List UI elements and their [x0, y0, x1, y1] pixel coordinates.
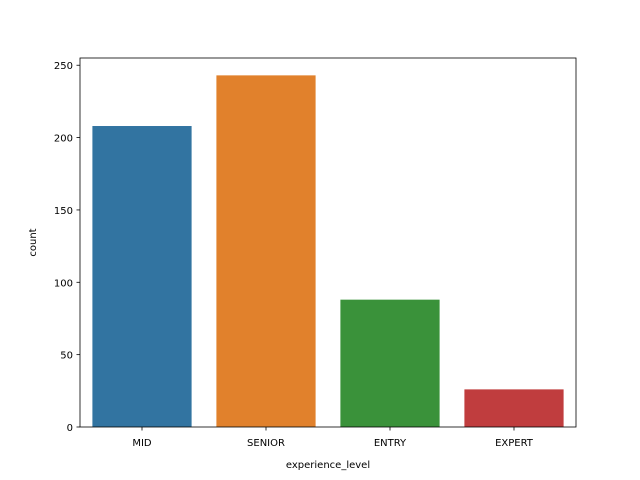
bar-mid	[92, 126, 192, 427]
x-tick-label: MID	[132, 438, 152, 449]
x-tick-label: EXPERT	[495, 438, 534, 449]
y-axis-ticks: 0 50 100 150 200 250	[54, 61, 80, 434]
x-axis-label: experience_level	[286, 460, 370, 471]
y-tick-label: 200	[54, 134, 73, 145]
x-tick-label: SENIOR	[247, 438, 285, 449]
plot-frame	[79, 57, 577, 428]
y-tick-label: 0	[67, 423, 73, 434]
y-tick-label: 100	[54, 278, 73, 289]
y-axis-label: count	[28, 228, 39, 256]
bar-expert	[464, 389, 564, 427]
y-tick-label: 250	[54, 61, 73, 72]
bar-senior	[216, 75, 316, 427]
x-axis-ticks: MID SENIOR ENTRY EXPERT	[132, 427, 534, 449]
bar-entry	[340, 299, 440, 427]
bars-group	[92, 75, 564, 427]
y-tick-label: 50	[60, 351, 73, 362]
x-tick-label: ENTRY	[374, 438, 407, 449]
y-tick-label: 150	[54, 206, 73, 217]
